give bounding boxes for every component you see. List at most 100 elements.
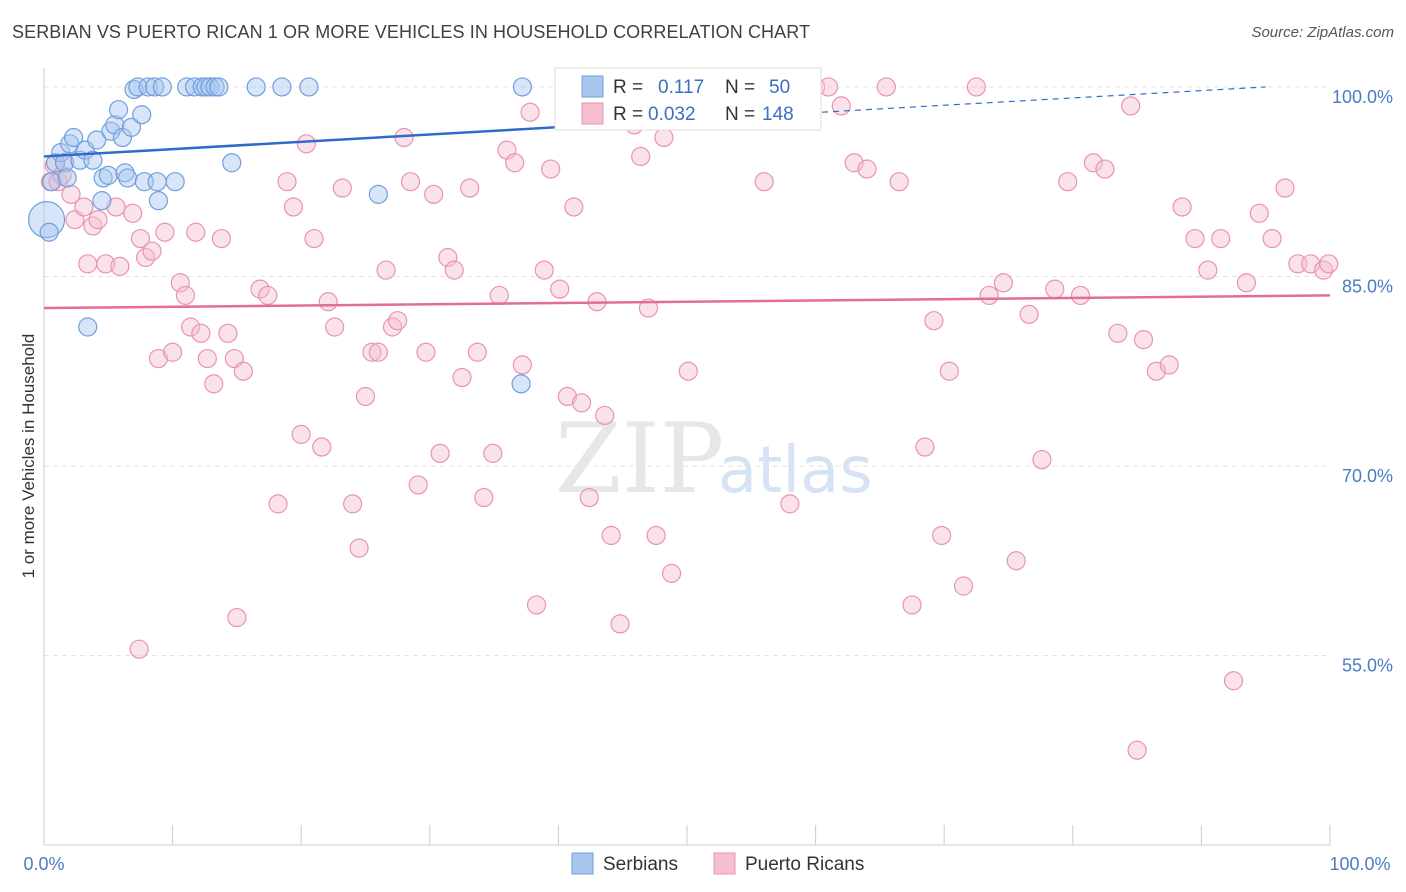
puerto-ricans-point-9 — [83, 216, 103, 236]
puerto-ricans-point-132 — [1198, 260, 1218, 280]
serbians-point-31 — [152, 77, 172, 97]
x-tick-label-max: 100.0% — [1329, 854, 1390, 874]
puerto-ricans-point-14 — [123, 203, 143, 223]
bottom-legend-serbians-label: Serbians — [603, 854, 678, 875]
serbians-point-14 — [93, 168, 113, 188]
bottom-legend-puerto-ricans-label: Puerto Ricans — [745, 854, 864, 875]
puerto-ricans-point-110 — [924, 311, 944, 331]
serbians-point-8 — [63, 127, 84, 148]
serbians-point-21 — [117, 168, 138, 188]
puerto-ricans-point-145 — [227, 607, 247, 628]
puerto-ricans-point-137 — [1262, 228, 1282, 249]
serbians-point-33 — [177, 77, 197, 97]
puerto-ricans-point-20 — [163, 342, 183, 362]
watermark-zip: ZIP — [555, 403, 724, 515]
puerto-ricans-point-136 — [1249, 203, 1269, 223]
puerto-ricans-point-121 — [1058, 172, 1078, 192]
puerto-ricans-point-129 — [1159, 355, 1179, 375]
puerto-ricans-point-41 — [318, 292, 338, 312]
puerto-ricans-point-31 — [233, 361, 253, 381]
puerto-ricans-point-47 — [362, 342, 382, 362]
puerto-ricans-point-38 — [296, 134, 316, 154]
chart-source: Source: ZipAtlas.com — [1251, 24, 1394, 41]
puerto-ricans-point-8 — [78, 254, 98, 274]
puerto-ricans-point-25 — [191, 323, 211, 343]
puerto-ricans-point-114 — [966, 77, 986, 97]
legend-serbians-n-value: 50 — [769, 77, 790, 98]
puerto-ricans-point-69 — [520, 102, 540, 122]
puerto-ricans-point-36 — [283, 197, 304, 217]
puerto-ricans-point-59 — [444, 260, 464, 280]
puerto-ricans-point-32 — [250, 279, 270, 299]
puerto-ricans-point-54 — [408, 475, 428, 495]
serbians-point-18 — [108, 100, 129, 120]
puerto-ricans-point-62 — [467, 342, 487, 362]
puerto-ricans-point-45 — [349, 538, 369, 558]
puerto-ricans-point-112 — [939, 361, 959, 381]
legend-puerto-ricans-r-label: R = — [613, 104, 643, 125]
puerto-ricans-point-142 — [1319, 254, 1339, 274]
puerto-ricans-point-116 — [993, 273, 1013, 293]
serbians-point-40 — [222, 153, 242, 173]
puerto-ricans-point-144 — [129, 639, 149, 659]
legend-puerto-ricans-n-value: 148 — [762, 104, 794, 125]
legend-serbians-r-value: 0.117 — [658, 77, 704, 98]
puerto-ricans-point-97 — [754, 172, 774, 192]
puerto-ricans-point-84 — [631, 146, 651, 167]
puerto-ricans-point-33 — [258, 285, 278, 306]
serbians-point-46 — [511, 374, 531, 394]
puerto-ricans-point-103 — [831, 96, 851, 116]
serbians-point-13 — [92, 191, 112, 211]
puerto-ricans-point-42 — [325, 317, 345, 337]
puerto-ricans-point-120 — [1045, 279, 1065, 299]
puerto-ricans-point-3 — [52, 165, 72, 185]
y-tick-label-3: 100.0% — [1332, 87, 1393, 107]
puerto-ricans-point-51 — [388, 311, 408, 331]
puerto-ricans-point-107 — [889, 172, 909, 192]
y-tick-label-0: 55.0% — [1342, 655, 1393, 675]
serbians-point-30 — [148, 191, 169, 211]
puerto-ricans-point-24 — [186, 222, 206, 242]
puerto-ricans-point-53 — [400, 172, 421, 192]
puerto-ricans-point-17 — [142, 241, 162, 261]
puerto-ricans-point-49 — [376, 260, 396, 280]
puerto-ricans-point-126 — [1121, 96, 1141, 116]
serbians-point-24 — [128, 77, 148, 97]
puerto-ricans-point-44 — [343, 494, 363, 514]
puerto-ricans-point-130 — [1172, 197, 1192, 217]
serbians-point-1 — [39, 222, 59, 242]
puerto-ricans-point-115 — [979, 285, 999, 306]
serbians-point-42 — [272, 77, 292, 97]
puerto-ricans-point-73 — [550, 279, 570, 299]
puerto-ricans-point-106 — [876, 77, 896, 97]
y-tick-label-2: 85.0% — [1342, 276, 1393, 296]
puerto-ricans-point-48 — [368, 342, 388, 362]
puerto-ricans-point-65 — [489, 285, 509, 306]
puerto-ricans-point-99 — [780, 494, 800, 514]
puerto-ricans-point-23 — [181, 317, 201, 337]
legend-serbians-n-label: N = — [725, 77, 755, 98]
puerto-ricans-point-122 — [1070, 285, 1091, 306]
legend-puerto-ricans-r-value: 0.032 — [648, 104, 696, 125]
puerto-ricans-point-74 — [557, 386, 578, 407]
serbians-point-45 — [368, 184, 388, 204]
serbians-point-34 — [184, 77, 205, 97]
puerto-ricans-point-29 — [218, 323, 238, 343]
puerto-ricans-point-27 — [204, 374, 224, 394]
puerto-ricans-point-71 — [534, 260, 554, 280]
puerto-ricans-point-109 — [915, 437, 935, 457]
puerto-ricans-point-68 — [512, 355, 532, 375]
legend-puerto-ricans-n-label: N = — [725, 104, 755, 125]
puerto-ricans-point-10 — [88, 210, 108, 230]
puerto-ricans-point-70 — [526, 595, 547, 615]
puerto-ricans-point-37 — [291, 424, 311, 444]
x-tick-label-min: 0.0% — [23, 854, 64, 874]
puerto-ricans-point-13 — [110, 256, 130, 276]
puerto-ricans-point-39 — [304, 228, 324, 249]
trend-lines — [43, 86, 1331, 310]
puerto-ricans-point-111 — [932, 525, 952, 546]
puerto-ricans-point-119 — [1032, 450, 1052, 470]
puerto-ricans-point-46 — [355, 386, 376, 407]
puerto-ricans-point-131 — [1185, 228, 1205, 249]
